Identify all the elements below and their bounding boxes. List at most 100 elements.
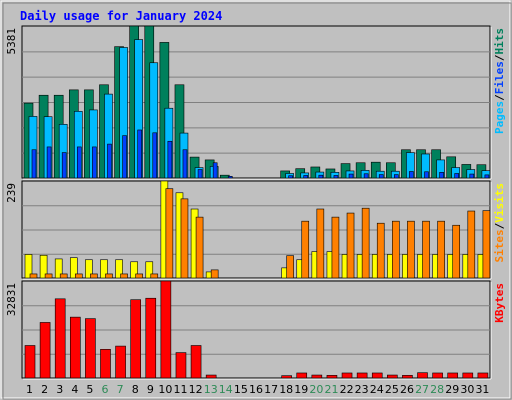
x-tick-label-day-6: 6	[102, 383, 109, 396]
x-tick-label-day-7: 7	[117, 383, 124, 396]
legend-entry: KBytes	[493, 283, 506, 323]
legend-hits-files-pages: Pages/Files/Hits	[493, 28, 506, 134]
bar-visits-day-5	[85, 259, 93, 279]
panel-visits-sites: 239 Sites/Visits	[5, 180, 506, 280]
bars-kbytes	[24, 280, 489, 379]
x-tick-label-day-25: 25	[385, 383, 399, 396]
bar-visits-day-8	[130, 261, 138, 279]
bar-hits-day-24	[370, 161, 381, 179]
bar-kbytes-day-12	[190, 345, 202, 379]
bar-sites-day-24	[376, 222, 385, 279]
x-tick-label-day-18: 18	[279, 383, 293, 396]
bar-kbytes-day-13	[205, 374, 217, 379]
x-tick-label-day-12: 12	[189, 383, 203, 396]
bar-kbytes-day-10	[160, 280, 172, 379]
bar-sites-day-13	[210, 269, 219, 279]
bar-sites-day-1	[29, 273, 38, 279]
bar-pages-day-22	[348, 173, 354, 179]
x-tick-label-day-13: 13	[204, 383, 218, 396]
bar-hits-day-14	[219, 174, 230, 179]
x-tick-label-day-21: 21	[324, 383, 338, 396]
bar-pages-day-10	[167, 140, 173, 179]
x-tick-label-day-11: 11	[174, 383, 188, 396]
bar-kbytes-day-6	[100, 349, 111, 379]
bar-visits-day-2	[39, 254, 48, 279]
bar-sites-day-8	[135, 273, 143, 279]
bar-visits-day-7	[115, 259, 123, 279]
bar-sites-day-2	[44, 273, 53, 279]
bar-pages-day-9	[152, 132, 158, 179]
bar-sites-day-9	[150, 273, 159, 279]
x-tick-label-day-8: 8	[132, 383, 139, 396]
bar-pages-day-28	[439, 172, 444, 179]
bar-pages-day-25	[394, 174, 399, 179]
bar-kbytes-day-19	[296, 372, 308, 379]
bar-pages-day-6	[107, 143, 112, 179]
panel-hits-files-pages: 5381 Pages/Files/Hits	[5, 25, 506, 180]
bar-sites-day-11	[180, 198, 189, 279]
legend-entry: Visits	[493, 183, 506, 223]
bar-pages-day-31	[484, 174, 490, 179]
bar-sites-day-18	[286, 255, 294, 279]
x-tick-label-day-29: 29	[445, 383, 459, 396]
bar-pages-day-14	[227, 176, 233, 179]
legend-entry: /	[493, 54, 506, 61]
y-max-label: 5381	[5, 28, 18, 55]
bar-visits-day-3	[54, 258, 63, 279]
legend-entry: Files	[493, 61, 506, 94]
bar-kbytes-day-28	[432, 372, 443, 379]
bar-pages-day-1	[31, 149, 37, 179]
bar-kbytes-day-18	[281, 375, 292, 379]
bar-visits-day-1	[24, 254, 33, 279]
bar-kbytes-day-31	[477, 372, 489, 379]
x-tick-label-day-5: 5	[86, 383, 93, 396]
bar-kbytes-day-4	[69, 316, 81, 379]
bar-sites-day-25	[392, 220, 400, 279]
x-tick-label-day-30: 30	[460, 383, 474, 396]
y-max-label: 32831	[5, 283, 18, 316]
bar-sites-day-12	[195, 216, 204, 279]
bar-sites-day-22	[346, 212, 355, 279]
x-tick-label-day-24: 24	[370, 383, 384, 396]
bar-pages-day-4	[76, 146, 82, 179]
x-tick-label-day-15: 15	[234, 383, 248, 396]
bar-hits-day-11	[174, 84, 185, 179]
x-tick-label-day-14: 14	[219, 383, 233, 396]
bar-kbytes-day-30	[462, 372, 474, 379]
panel-kbytes: 32831 KBytes	[5, 280, 506, 380]
x-tick-label-day-20: 20	[309, 383, 323, 396]
bar-pages-day-20	[318, 174, 324, 179]
x-tick-label-day-27: 27	[415, 383, 429, 396]
x-tick-label-day-19: 19	[294, 383, 308, 396]
bar-kbytes-day-21	[326, 375, 338, 379]
legend-entry: /	[493, 222, 506, 229]
legend-visits-sites: Sites/Visits	[493, 183, 506, 263]
bar-kbytes-day-27	[417, 372, 428, 379]
bar-sites-day-3	[59, 273, 68, 279]
chart-panels: 5381Pages/Files/Hits239Sites/Visits32831…	[5, 25, 506, 380]
bar-kbytes-day-5	[85, 318, 96, 379]
bar-kbytes-day-29	[447, 372, 459, 379]
bar-sites-day-31	[482, 210, 491, 279]
bar-pages-day-26	[409, 171, 414, 179]
bar-sites-day-19	[301, 220, 310, 279]
legend-kbytes: KBytes	[493, 283, 506, 323]
bar-kbytes-day-11	[175, 352, 187, 379]
x-tick-label-day-10: 10	[158, 383, 172, 396]
bar-pages-day-24	[378, 174, 384, 179]
bars-visits-sites	[24, 180, 491, 279]
legend-entry: /	[493, 94, 506, 101]
legend-entry: Sites	[493, 229, 506, 262]
x-tick-label-day-16: 16	[249, 383, 263, 396]
bar-pages-day-8	[137, 129, 142, 179]
bar-pages-day-21	[333, 175, 339, 179]
bar-pages-day-23	[363, 173, 369, 179]
bar-pages-day-18	[288, 175, 293, 179]
bar-visits-day-4	[69, 257, 78, 279]
bar-pages-day-30	[469, 173, 475, 179]
legend-entry: Hits	[493, 28, 506, 55]
bar-visits-day-9	[145, 261, 154, 279]
